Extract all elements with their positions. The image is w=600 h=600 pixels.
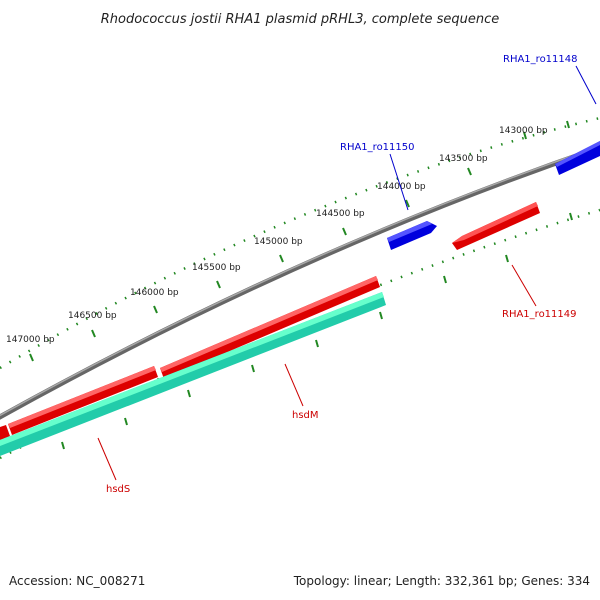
tick-label: 147000 bp xyxy=(6,335,55,345)
tick-label: 146000 bp xyxy=(130,288,179,298)
leader-line xyxy=(284,363,304,407)
gene-label-hsds[interactable]: hsdS xyxy=(106,484,130,495)
tick-mark xyxy=(279,254,284,263)
tick-label: 143500 bp xyxy=(439,154,488,164)
tick-mark xyxy=(153,305,158,314)
gene-rha1-ro11148[interactable] xyxy=(555,141,600,175)
tick-mark xyxy=(124,417,128,426)
outer-major-ticks xyxy=(29,120,570,362)
gene-red-left[interactable] xyxy=(8,366,158,435)
topology-summary-text: Topology: linear; Length: 332,361 bp; Ge… xyxy=(293,574,590,588)
map-title: Rhodococcus jostii RHA1 plasmid pRHL3, c… xyxy=(101,12,499,27)
tick-mark xyxy=(61,441,65,450)
tick-mark xyxy=(523,131,527,140)
gene-rha1-ro11149[interactable] xyxy=(452,202,540,250)
inner-tick-ring xyxy=(0,208,600,460)
gene-label-rha1-ro11150[interactable]: RHA1_ro11150 xyxy=(340,142,415,153)
tick-mark xyxy=(216,280,221,289)
tick-mark xyxy=(342,227,347,236)
tick-mark xyxy=(29,353,34,362)
tick-mark xyxy=(315,339,319,348)
gene-red-edge[interactable] xyxy=(0,425,10,440)
leader-line xyxy=(575,65,597,105)
tick-label: 144500 bp xyxy=(316,209,365,219)
leader-line xyxy=(511,264,537,307)
tick-label: 143000 bp xyxy=(499,126,548,136)
tick-mark xyxy=(566,120,570,129)
orf-teal[interactable] xyxy=(0,292,386,456)
gene-label-rha1-ro11148[interactable]: RHA1_ro11148 xyxy=(503,54,578,65)
gene-rha1-ro11150[interactable] xyxy=(387,221,437,250)
leader-line xyxy=(389,153,409,211)
tick-mark xyxy=(505,254,509,263)
inner-major-ticks xyxy=(61,212,573,450)
tick-label: 145000 bp xyxy=(254,237,303,247)
accession-text: Accession: NC_008271 xyxy=(9,574,146,588)
tick-label: 146500 bp xyxy=(68,311,117,321)
tick-mark xyxy=(443,275,447,284)
sequence-backbone-highlight xyxy=(0,145,600,417)
tick-mark xyxy=(569,212,573,221)
sequence-backbone xyxy=(0,145,600,420)
gene-label-rha1-ro11149[interactable]: RHA1_ro11149 xyxy=(502,309,577,320)
tick-mark xyxy=(379,311,383,320)
tick-mark xyxy=(251,364,255,373)
tick-label: 145500 bp xyxy=(192,263,241,273)
gene-label-hsdm[interactable]: hsdM xyxy=(292,410,319,421)
leader-line xyxy=(97,437,117,481)
tick-mark xyxy=(467,167,472,176)
gene-hsdm[interactable] xyxy=(160,276,380,379)
tick-mark xyxy=(187,389,191,398)
tick-label: 144000 bp xyxy=(377,182,426,192)
tick-mark xyxy=(405,199,410,208)
tick-mark xyxy=(91,329,96,338)
